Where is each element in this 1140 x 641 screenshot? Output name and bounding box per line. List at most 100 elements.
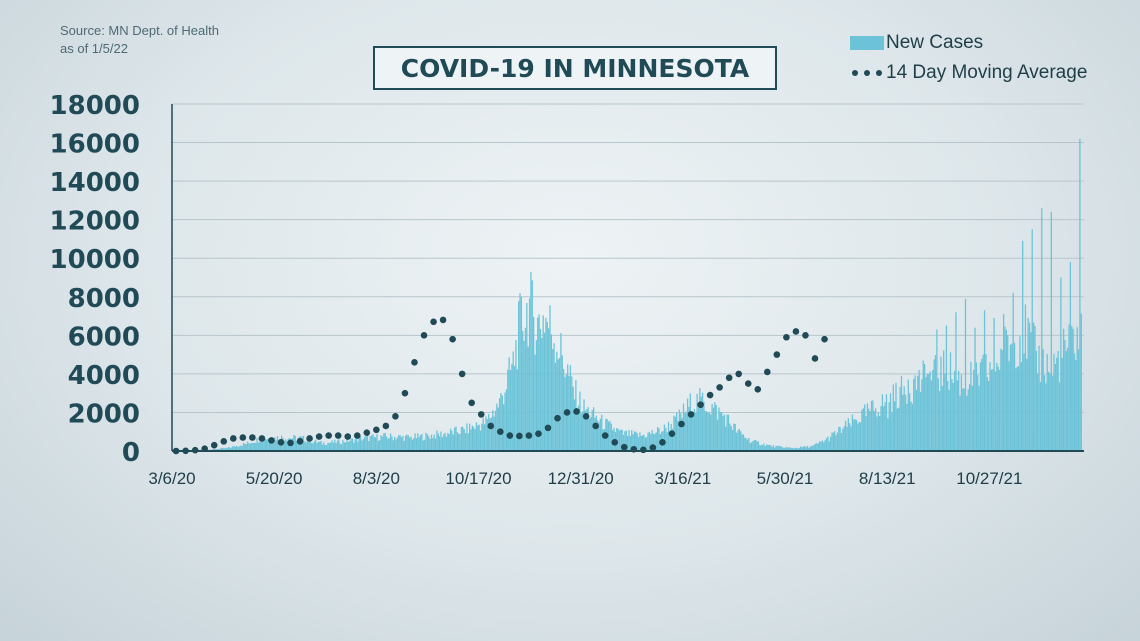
bar [627,435,629,451]
bar [249,443,251,451]
bar [387,438,389,451]
bar [1030,332,1032,451]
bar [636,433,638,451]
bar [883,406,885,451]
bar [676,412,678,451]
bar [678,409,681,451]
bar [245,444,247,451]
bar [592,407,595,451]
bar [646,436,648,451]
bar [765,444,768,451]
bar [842,428,844,451]
bar [812,445,814,451]
bar [470,429,472,451]
bar [892,384,894,451]
bar [492,410,494,451]
dotted-line-icon [850,66,884,80]
bar [271,441,273,451]
bar [625,430,627,451]
bar [267,439,269,451]
bar [884,402,886,451]
bar [945,325,948,451]
bar [752,441,754,451]
bar [236,445,238,451]
bar [515,340,517,451]
bar [757,441,760,451]
average-point [725,374,733,382]
bar [648,431,651,451]
bar [663,424,666,451]
bar [1067,347,1069,451]
bar [885,394,888,451]
bar [1017,366,1020,451]
bar [494,410,497,451]
source-note: Source: MN Dept. of Health as of 1/5/22 [60,22,219,58]
bar [787,447,790,451]
bar [1080,313,1082,451]
average-point [353,432,361,439]
bar [486,419,488,451]
bar [309,437,311,451]
y-tick-label: 2000 [68,399,140,429]
average-point [659,439,666,446]
bar [700,396,702,451]
bar [647,432,649,451]
bar [677,420,679,451]
bar [1069,262,1072,451]
bar [1034,326,1036,451]
average-point [315,433,323,440]
bar [846,426,848,451]
bar [716,419,719,451]
bar [542,315,544,451]
bar [225,447,227,451]
bar [407,435,409,451]
legend: New Cases 14 Day Moving Average [850,28,1087,88]
bar [520,297,523,451]
bar [464,433,467,451]
average-point [697,401,704,409]
bar [906,403,908,451]
bar [471,425,473,451]
bar [340,444,343,451]
average-point [620,443,628,451]
bar [1013,342,1016,451]
bar [312,442,314,451]
bar [819,441,821,451]
bar [902,394,904,451]
bar [740,431,742,451]
bar [824,440,826,451]
average-point [535,430,542,437]
average-point [277,439,285,446]
bar [556,351,558,451]
bar [575,380,577,451]
bar [725,426,727,451]
bar [873,410,875,451]
bar [697,407,700,451]
bar [637,436,640,451]
bar [415,438,418,451]
bar [904,394,907,451]
bar [874,408,877,451]
average-point [678,420,685,428]
bar [847,418,849,451]
bar [576,411,578,451]
bar [780,446,783,451]
bar [986,377,988,451]
bar [759,445,761,451]
bar [985,354,987,451]
bar [723,414,726,451]
bar [918,370,920,451]
bar [992,369,994,451]
bar [959,395,961,451]
bar [881,394,884,451]
bar [599,418,602,451]
bar [226,447,228,451]
bar [1002,314,1005,451]
bar [534,354,536,451]
bar [335,443,337,451]
bar [952,382,954,451]
average-point [458,370,466,378]
bar [580,413,582,451]
bar [549,305,551,451]
bar [523,340,525,451]
